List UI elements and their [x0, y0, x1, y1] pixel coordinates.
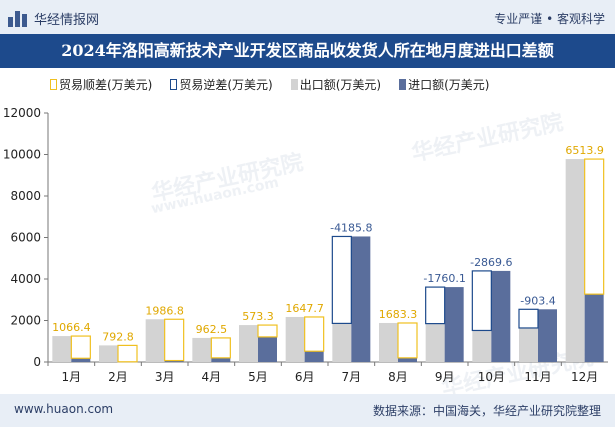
legend-label-import: 进口额(万美元)	[408, 78, 490, 92]
export-bar	[239, 325, 258, 362]
data-label: 962.5	[196, 323, 228, 336]
deficit-bar	[518, 308, 539, 329]
y-tick-label: 6000	[10, 231, 41, 245]
legend-swatch-export	[290, 79, 298, 90]
x-tick-label: 1月	[62, 370, 82, 384]
export-bar	[425, 323, 445, 362]
x-tick-label: 5月	[248, 370, 268, 384]
export-bar	[285, 316, 305, 362]
deficit-bar	[331, 235, 352, 325]
import-bar	[211, 357, 231, 362]
x-tick-label: 9月	[435, 370, 455, 384]
legend-item-export: 出口额(万美元)	[290, 76, 382, 93]
x-tick-label: 11月	[524, 370, 551, 384]
y-tick-label: 10000	[3, 148, 41, 162]
surplus-bar	[257, 324, 278, 338]
x-tick-label: 8月	[388, 370, 408, 384]
legend-item-deficit: 贸易逆差(万美元)	[170, 76, 273, 93]
legend-item-surplus: 贸易顺差(万美元)	[50, 76, 152, 93]
import-bar	[71, 358, 91, 362]
x-tick-label: 2月	[108, 370, 128, 384]
surplus-bar	[164, 318, 185, 362]
import-bar	[398, 357, 417, 362]
x-tick-label: 4月	[202, 370, 222, 384]
export-bar	[192, 337, 212, 362]
header-bar: 华经情报网 专业严谨 • 客观科学	[0, 0, 615, 34]
deficit-bar	[425, 286, 446, 325]
export-bar	[519, 327, 538, 362]
data-label: 6513.9	[565, 144, 604, 157]
data-label: 1647.7	[285, 302, 324, 315]
surplus-bar	[584, 158, 605, 295]
x-tick-label: 12月	[571, 370, 598, 384]
import-bar	[538, 309, 557, 362]
x-tick-label: 10月	[478, 370, 505, 384]
data-label: -4185.8	[330, 221, 372, 234]
export-bar	[99, 345, 118, 362]
data-label: -903.4	[520, 294, 555, 307]
import-bar	[258, 336, 277, 362]
title-bar: 2024年洛阳高新技术产业开发区商品收发货人所在地月度进出口差额	[0, 34, 615, 68]
data-label: -1760.1	[423, 272, 465, 285]
x-tick-label: 7月	[342, 370, 362, 384]
legend-label-surplus: 贸易顺差(万美元)	[59, 78, 153, 92]
y-tick-label: 4000	[10, 272, 41, 286]
y-tick-label: 0	[33, 355, 41, 369]
surplus-bar	[70, 335, 91, 359]
import-bar	[304, 351, 324, 362]
x-tick-label: 3月	[155, 370, 175, 384]
chart-legend: 贸易顺差(万美元) 贸易逆差(万美元) 出口额(万美元) 进口额(万美元)	[50, 76, 490, 93]
export-bar	[145, 319, 165, 362]
surplus-bar	[397, 322, 418, 359]
slogan: 专业严谨 • 客观科学	[494, 12, 605, 26]
brand: 华经情报网	[8, 9, 99, 28]
surplus-bar	[117, 344, 138, 363]
deficit-bar	[471, 270, 492, 332]
surplus-bar	[304, 316, 325, 352]
import-bar	[351, 236, 371, 362]
legend-swatch-import	[399, 79, 407, 90]
legend-swatch-deficit	[170, 79, 178, 90]
chart-title: 2024年洛阳高新技术产业开发区商品收发货人所在地月度进出口差额	[61, 41, 554, 60]
data-label: -2869.6	[470, 256, 512, 269]
y-tick-label: 2000	[10, 314, 41, 328]
data-label: 573.3	[242, 310, 274, 323]
data-label: 792.8	[102, 330, 134, 343]
export-bar	[52, 336, 72, 362]
export-bar	[565, 159, 585, 362]
data-label: 1066.4	[52, 321, 91, 334]
legend-swatch-surplus	[50, 79, 57, 90]
legend-label-export: 出口额(万美元)	[299, 78, 382, 92]
legend-label-deficit: 贸易逆差(万美元)	[179, 78, 273, 92]
surplus-bar	[210, 337, 231, 359]
data-label: 1683.3	[379, 308, 418, 321]
x-tick-label: 6月	[295, 370, 315, 384]
export-bar	[332, 323, 352, 362]
import-bar	[164, 360, 184, 362]
import-bar	[444, 287, 464, 362]
export-bar	[472, 330, 492, 362]
import-bar	[491, 270, 511, 362]
footer-source: 数据来源：中国海关，华经产业研究院整理	[372, 404, 601, 418]
import-bar	[584, 294, 604, 362]
legend-item-import: 进口额(万美元)	[399, 76, 490, 93]
brand-name: 华经情报网	[34, 13, 100, 28]
data-label: 1986.8	[145, 304, 184, 317]
footer-website: www.huaon.com	[14, 402, 114, 416]
bar-chart-logo-icon	[8, 10, 28, 27]
footer-bar: www.huaon.com 数据来源：中国海关，华经产业研究院整理	[0, 394, 615, 427]
export-bar	[379, 322, 398, 362]
y-tick-label: 12000	[3, 106, 41, 120]
y-tick-label: 8000	[10, 189, 41, 203]
